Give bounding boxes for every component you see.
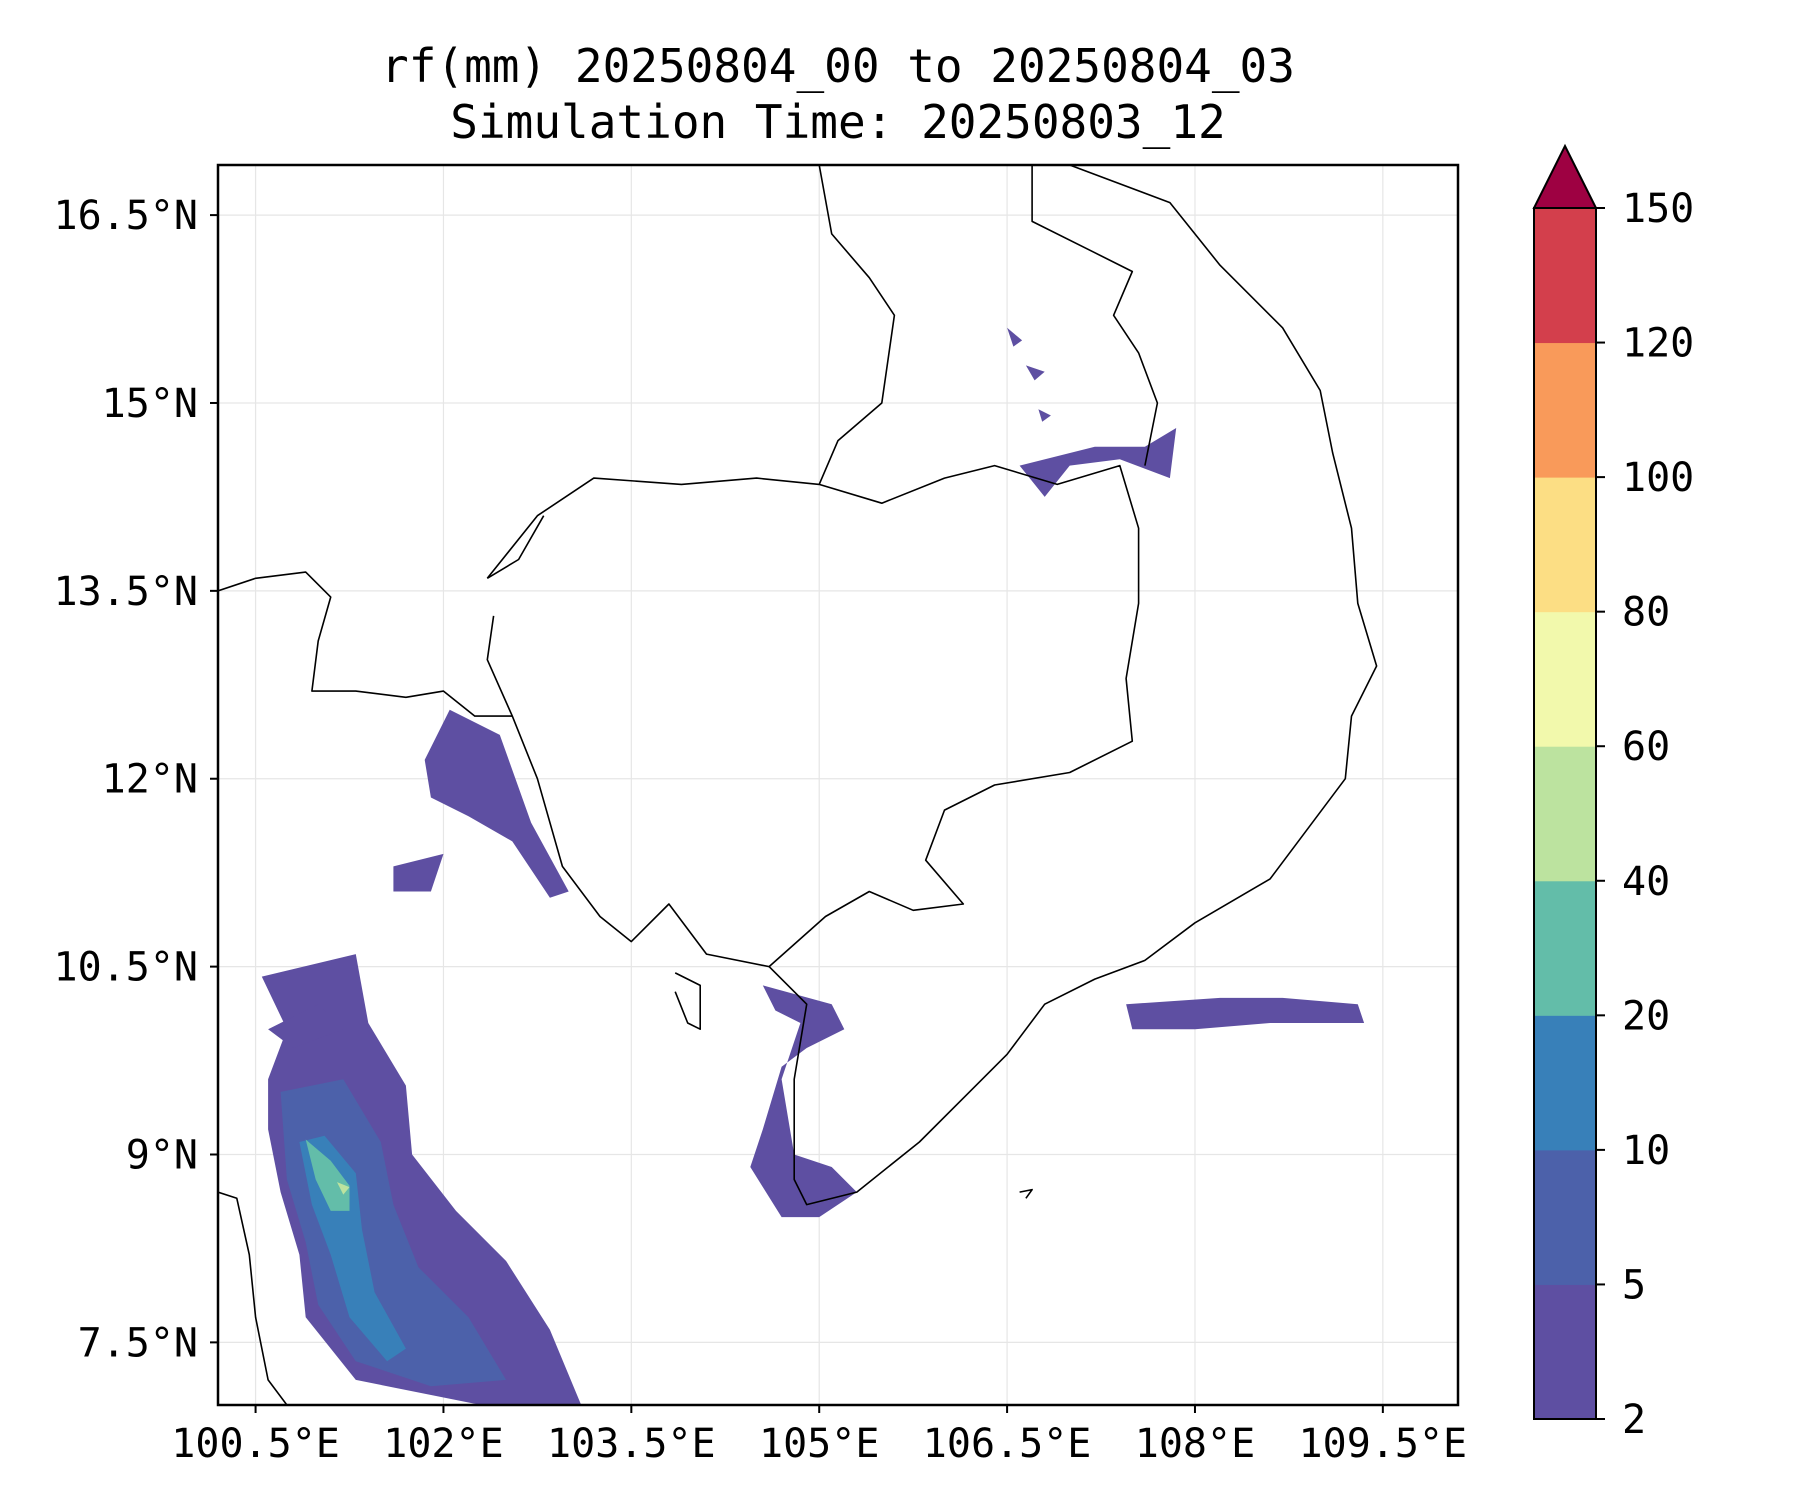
- gridlines: [218, 165, 1458, 1405]
- map-frame: [216, 163, 1460, 1407]
- colorbar-frame: [1533, 207, 1597, 1420]
- rain-koh-kong-coast: [424, 709, 569, 898]
- rain-gulf-north-cell: [393, 853, 444, 892]
- rain-kampot-coast: [750, 985, 857, 1218]
- x-tick-label: 108°E: [1135, 1421, 1255, 1467]
- rain-north-speck-3: [1038, 409, 1051, 422]
- y-tick-label: 9°N: [126, 1132, 198, 1178]
- x-tick-label: 109.5°E: [1299, 1421, 1468, 1467]
- boundary-thailand-west: [218, 571, 513, 717]
- boundary-laos-cambodia: [818, 165, 896, 485]
- rain-gulf-west-cell: [268, 1004, 344, 1048]
- rain-gulf-max: [337, 1182, 350, 1195]
- x-tick-label: 103.5°E: [547, 1421, 716, 1467]
- colorbar-tick-label: 150: [1622, 186, 1694, 232]
- rain-vietnam-offshore: [1126, 997, 1365, 1030]
- colorbar-segment: [1534, 1015, 1596, 1151]
- boundary-peninsula-west: [218, 1191, 288, 1405]
- boundary-vietnam-coast: [768, 165, 1378, 1206]
- y-tick-label: 13.5°N: [54, 569, 199, 615]
- x-tick-label: 102°E: [383, 1421, 503, 1467]
- boundary-con-son: [1019, 1188, 1033, 1199]
- latitude-ticks: 16.5°N 15°N 13.5°N 12°N 10.5°N 9°N 7.5°N: [54, 193, 218, 1366]
- longitude-ticks: 100.5°E 102°E 103.5°E 105°E 106.5°E 108°E 109.…: [171, 1405, 1467, 1467]
- colorbar-tick-label: 10: [1622, 1128, 1670, 1174]
- title-line-2: Simulation Time: 20250803_12: [450, 95, 1226, 149]
- colorbar-segment: [1534, 880, 1596, 1016]
- colorbar-segment: [1534, 611, 1596, 747]
- boundary-laos-vietnam: [1031, 165, 1159, 466]
- colorbar-segment: [1534, 208, 1596, 344]
- colorbar-tick-label: 40: [1622, 859, 1670, 905]
- title-line-1: rf(mm) 20250804_00 to 20250804_03: [381, 39, 1295, 93]
- rain-north-speck-2: [1025, 365, 1045, 381]
- y-tick-label: 15°N: [102, 381, 198, 427]
- x-tick-label: 106.5°E: [923, 1421, 1092, 1467]
- country-boundaries: [218, 165, 1378, 1405]
- colorbar-tick-label: 100: [1622, 455, 1694, 501]
- rain-north-speck-1: [1007, 327, 1023, 347]
- title-block: rf(mm) 20250804_00 to 20250804_03 Simula…: [218, 38, 1458, 150]
- rain-gulf-peak: [305, 1139, 350, 1211]
- colorbar-segment: [1534, 1284, 1596, 1420]
- colorbar-tick-label: 2: [1622, 1397, 1646, 1443]
- boundary-thailand-cambodia-north: [486, 515, 545, 579]
- y-tick-label: 10.5°N: [54, 945, 199, 991]
- colorbar-tick-label: 60: [1622, 724, 1670, 770]
- colorbar-tick-label: 120: [1622, 321, 1694, 367]
- boundary-cambodia: [486, 464, 1140, 968]
- colorbar-segment: [1534, 1149, 1596, 1285]
- boundary-phu-quoc: [674, 972, 701, 1030]
- y-tick-label: 12°N: [102, 757, 198, 803]
- colorbar: 2 5 10 20 40 60 80 100 120 150: [1532, 143, 1694, 1443]
- x-tick-label: 100.5°E: [171, 1421, 340, 1467]
- colorbar-segment: [1534, 746, 1596, 882]
- colorbar-tick-label: 20: [1622, 993, 1670, 1039]
- colorbar-extend-arrow: [1532, 143, 1598, 209]
- colorbar-tick-label: 5: [1622, 1262, 1646, 1308]
- y-tick-label: 7.5°N: [78, 1320, 198, 1366]
- x-tick-label: 105°E: [759, 1421, 879, 1467]
- colorbar-segment: [1534, 477, 1596, 613]
- y-tick-label: 16.5°N: [54, 193, 199, 239]
- colorbar-segment: [1534, 342, 1596, 478]
- colorbar-tick-label: 80: [1622, 590, 1670, 636]
